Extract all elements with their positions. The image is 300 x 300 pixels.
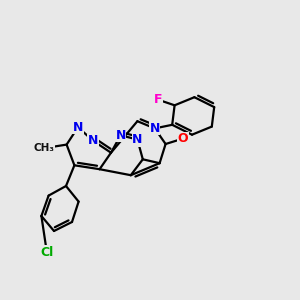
Text: N: N <box>88 134 98 147</box>
Text: N: N <box>116 129 126 142</box>
Text: CH₃: CH₃ <box>33 143 54 153</box>
Text: Cl: Cl <box>40 245 53 259</box>
Text: N: N <box>150 122 160 135</box>
Text: O: O <box>178 132 188 145</box>
Text: N: N <box>73 121 83 134</box>
Text: N: N <box>132 133 142 146</box>
Text: F: F <box>154 93 162 106</box>
